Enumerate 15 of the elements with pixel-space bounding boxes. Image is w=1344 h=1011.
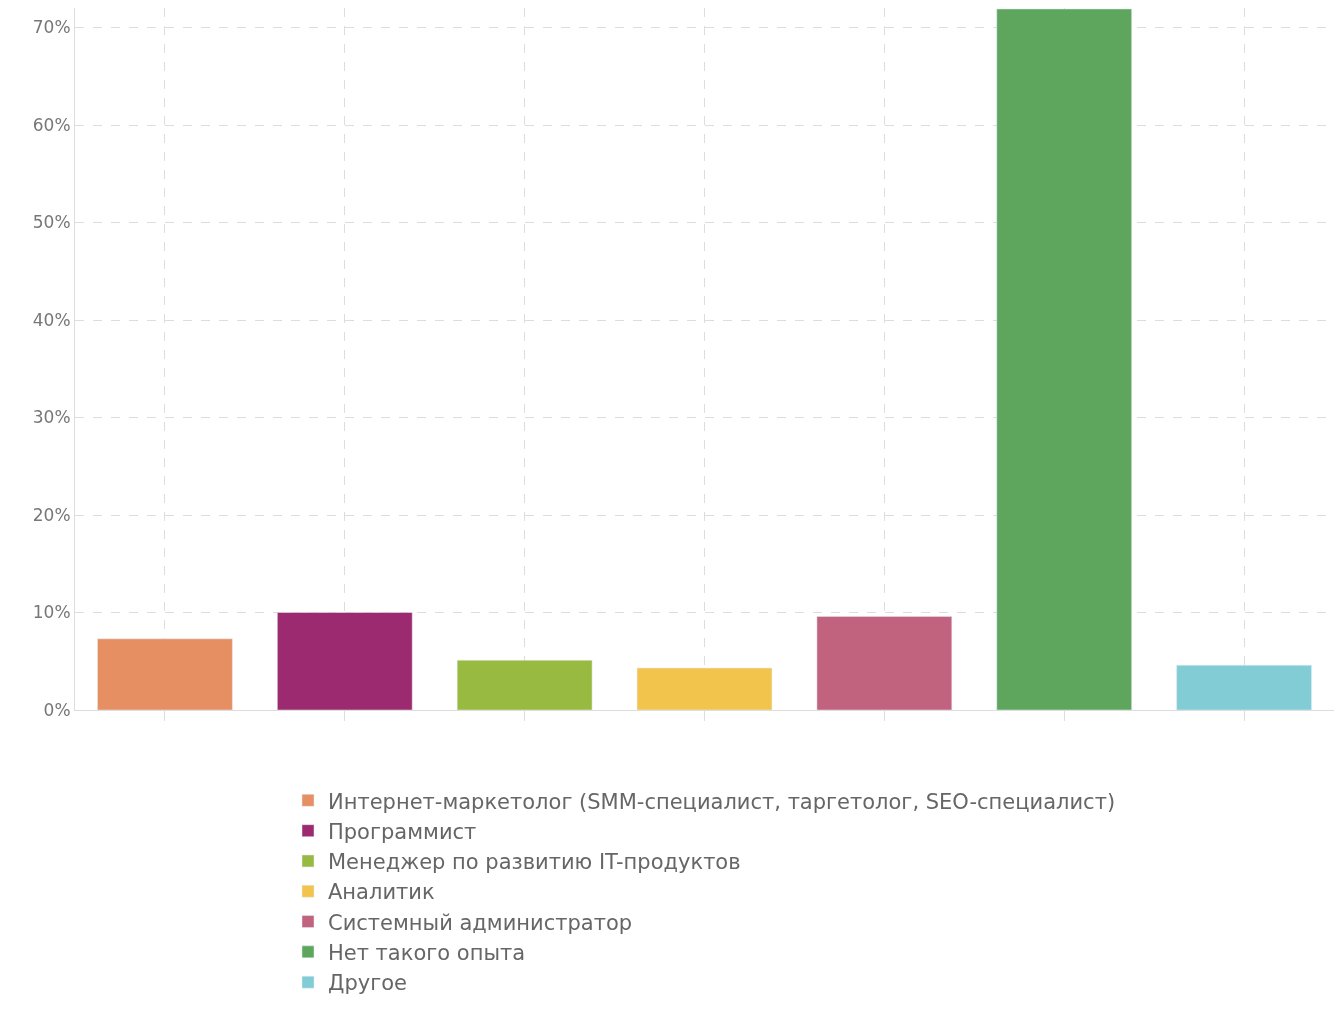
legend-label: Нет такого опыта (328, 941, 526, 966)
y-tick-label: 40% (32, 309, 71, 330)
y-tick-label: 30% (32, 407, 71, 428)
y-tick-label: 0% (43, 699, 71, 720)
legend-label: Интернет-маркетолог (SMM-специалист, таргетолог, SEO-специалист) (328, 789, 1116, 814)
y-tick-label: 50% (32, 212, 71, 233)
y-tick-label: 20% (32, 504, 71, 525)
legend-label: Аналитик (328, 880, 435, 905)
legend-label: Системный администратор (328, 910, 633, 935)
y-tick-label: 60% (32, 114, 71, 135)
legend-label: Другое (328, 971, 407, 996)
y-tick-label: 70% (32, 17, 71, 38)
legend-label: Менеджер по развитию IT-продуктов (328, 850, 741, 875)
legend-label: Программист (328, 819, 477, 844)
y-tick-label: 10% (32, 602, 71, 623)
